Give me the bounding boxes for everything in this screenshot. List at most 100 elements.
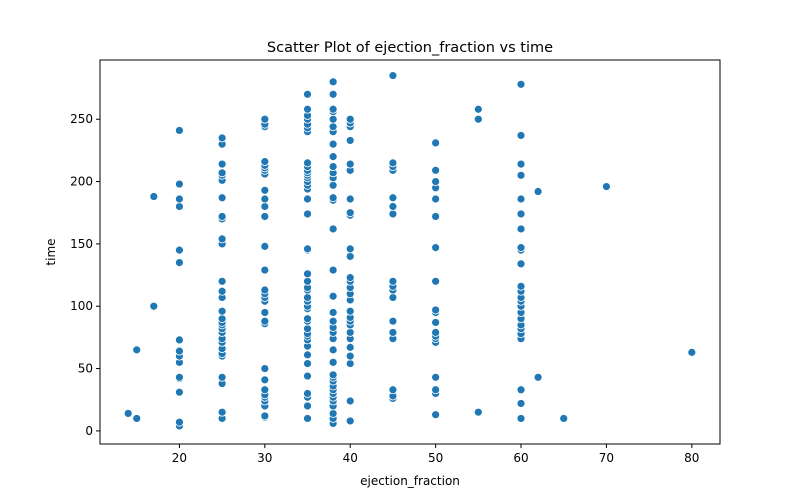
x-axis-ticks: 20 30 40 50 60 70 80 <box>172 444 699 465</box>
data-point <box>516 131 526 140</box>
data-point <box>175 202 184 211</box>
data-point <box>303 401 312 411</box>
data-point <box>132 345 142 355</box>
data-point <box>328 345 338 355</box>
points-layer <box>123 71 697 431</box>
data-point <box>260 364 270 373</box>
data-point <box>345 396 355 406</box>
data-point <box>345 306 355 316</box>
data-point <box>388 328 398 337</box>
data-point <box>388 202 398 211</box>
data-point <box>175 126 184 135</box>
data-point <box>303 194 312 204</box>
data-point <box>303 89 312 99</box>
data-point <box>431 276 441 286</box>
data-point <box>260 194 270 204</box>
data-point <box>149 192 159 201</box>
data-point <box>303 414 312 423</box>
data-point <box>516 399 526 408</box>
data-point <box>516 209 526 219</box>
data-point <box>303 324 312 334</box>
data-point <box>345 342 355 352</box>
data-point <box>217 168 227 178</box>
data-point <box>388 193 398 203</box>
data-point <box>431 212 441 221</box>
axes-layer <box>99 59 721 445</box>
data-point <box>175 194 184 204</box>
data-point <box>175 417 184 427</box>
data-point <box>260 212 270 221</box>
data-point <box>431 328 441 337</box>
data-point <box>516 243 526 253</box>
data-point <box>260 385 270 395</box>
data-point <box>175 346 184 356</box>
y-tick-label: 0 <box>85 424 93 438</box>
data-point <box>328 139 338 149</box>
data-point <box>303 209 312 219</box>
data-point <box>260 241 270 251</box>
data-point <box>217 234 227 244</box>
data-point <box>516 414 526 423</box>
data-point <box>303 389 312 398</box>
data-point <box>345 328 355 337</box>
data-point <box>431 305 441 315</box>
x-tick-label: 60 <box>513 451 528 465</box>
data-point <box>328 357 338 367</box>
data-point <box>345 194 355 204</box>
y-tick-label: 50 <box>78 362 93 376</box>
data-point <box>328 152 338 162</box>
data-point <box>431 194 441 204</box>
data-point <box>260 185 270 195</box>
data-point <box>175 258 184 268</box>
data-point <box>345 159 355 169</box>
data-point <box>533 372 543 382</box>
data-point <box>345 114 355 124</box>
data-point <box>303 158 312 168</box>
data-point <box>388 209 398 219</box>
data-point <box>516 259 526 269</box>
data-point <box>473 114 483 124</box>
data-point <box>602 182 611 191</box>
data-point <box>217 276 227 286</box>
data-point <box>175 245 184 255</box>
data-point <box>388 276 398 286</box>
data-point <box>431 177 441 186</box>
data-point <box>260 316 270 326</box>
data-point <box>431 385 441 395</box>
data-point <box>132 414 142 423</box>
data-point <box>217 159 227 169</box>
data-point <box>303 244 312 254</box>
data-point <box>328 180 338 190</box>
data-point <box>388 293 398 302</box>
data-point <box>303 269 312 279</box>
data-point <box>303 350 312 360</box>
data-point <box>260 285 270 295</box>
data-point <box>516 79 526 89</box>
data-point <box>303 314 312 324</box>
data-point <box>345 251 355 261</box>
data-point <box>217 193 227 203</box>
y-tick-label: 100 <box>70 299 93 313</box>
data-point <box>388 71 398 80</box>
data-point <box>328 162 338 172</box>
data-point <box>431 165 441 175</box>
data-point <box>388 316 398 326</box>
data-point <box>303 371 312 381</box>
data-point <box>345 208 355 218</box>
data-point <box>431 243 441 253</box>
data-point <box>559 414 569 423</box>
data-point <box>328 409 338 418</box>
data-point <box>328 308 338 317</box>
data-point <box>217 314 227 324</box>
x-tick-label: 30 <box>257 451 272 465</box>
data-point <box>431 318 441 327</box>
data-point <box>303 359 312 368</box>
data-point <box>328 193 338 203</box>
data-point <box>260 157 270 167</box>
x-axis-title: ejection_fraction <box>360 474 460 488</box>
data-point <box>328 89 338 99</box>
data-point <box>328 316 338 326</box>
x-tick-label: 70 <box>599 451 614 465</box>
